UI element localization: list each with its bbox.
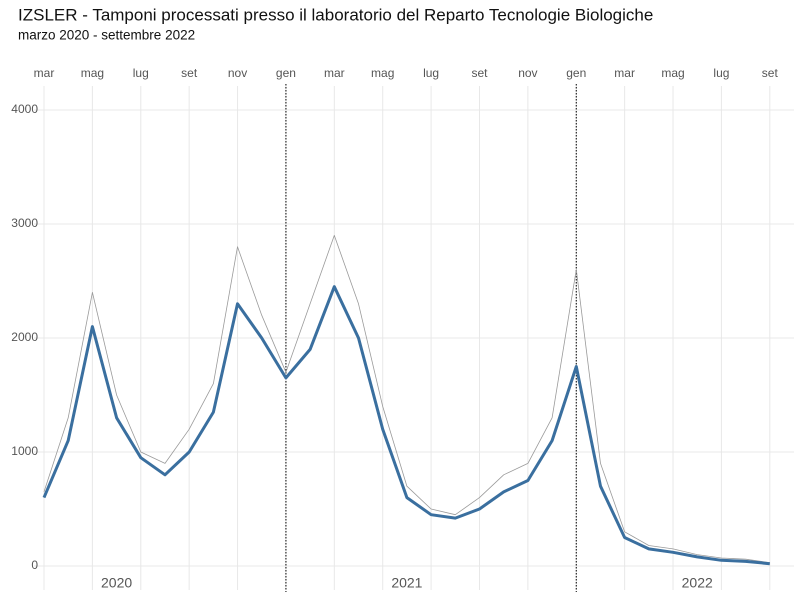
y-tick-label: 1000 <box>11 444 38 458</box>
x-tick-label: gen <box>566 66 586 80</box>
x-tick-label: nov <box>228 66 247 80</box>
x-tick-label: lug <box>713 66 729 80</box>
x-tick-label: mar <box>324 66 345 80</box>
x-tick-label: mar <box>614 66 635 80</box>
chart-title: IZSLER - Tamponi processati presso il la… <box>18 5 653 24</box>
series-line <box>43 234 770 563</box>
x-tick-label: set <box>471 66 488 80</box>
y-tick-label: 4000 <box>11 102 38 116</box>
chart-subtitle: marzo 2020 - settembre 2022 <box>18 28 195 43</box>
series-line <box>42 285 770 566</box>
x-tick-label: mar <box>34 66 55 80</box>
y-tick-label: 2000 <box>11 330 38 344</box>
x-tick-label: mag <box>81 66 104 80</box>
x-tick-label: nov <box>518 66 537 80</box>
y-tick-label: 3000 <box>11 216 38 230</box>
year-label: 2021 <box>391 575 422 591</box>
x-tick-label: mag <box>661 66 684 80</box>
x-tick-label: lug <box>423 66 439 80</box>
x-tick-label: set <box>181 66 198 80</box>
year-label: 2022 <box>682 575 713 591</box>
x-tick-label: mag <box>371 66 394 80</box>
x-tick-label: set <box>762 66 779 80</box>
x-tick-label: gen <box>276 66 296 80</box>
y-tick-label: 0 <box>31 558 38 572</box>
x-tick-label: lug <box>133 66 149 80</box>
year-label: 2020 <box>101 575 132 591</box>
